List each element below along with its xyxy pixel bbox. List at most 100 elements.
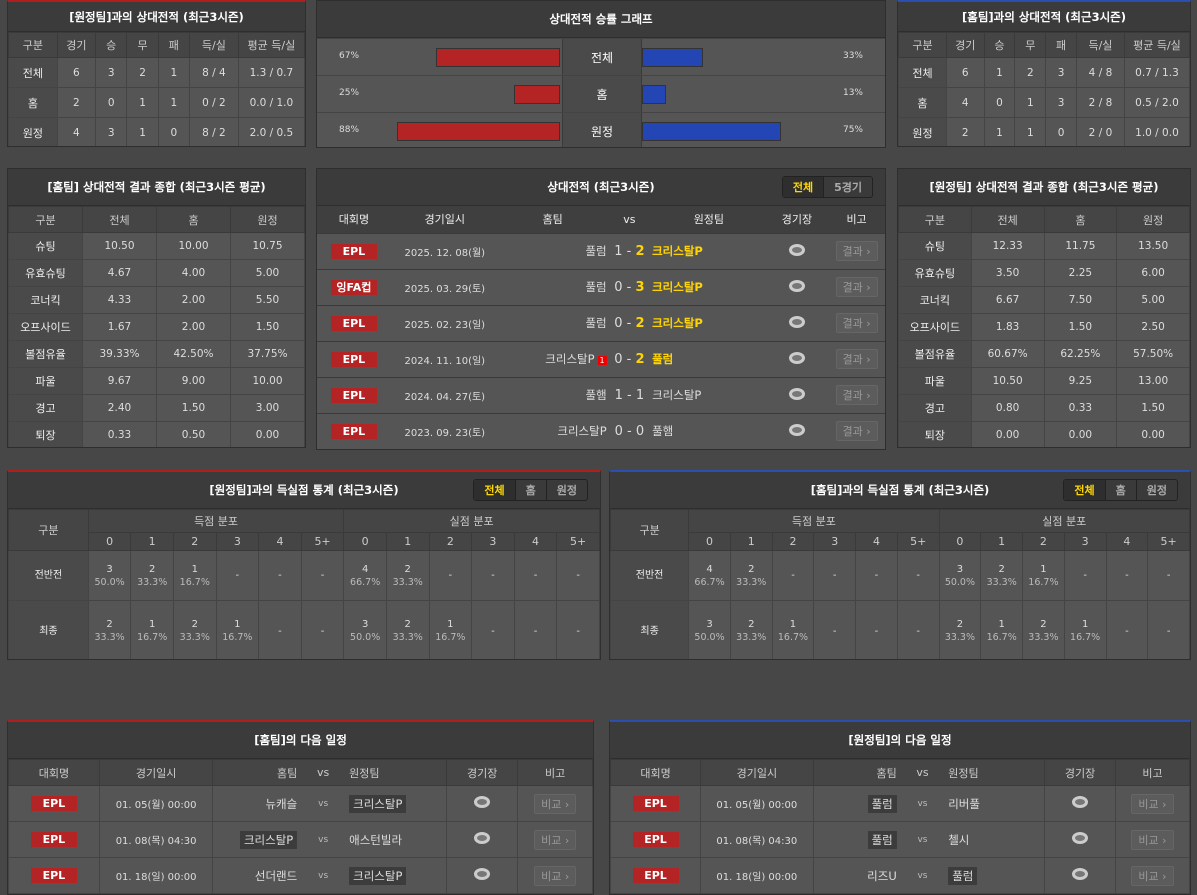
home-team[interactable]: 선더랜드 [254,868,298,883]
goals_away-header: [원정팀]과의 득실점 통계 (최근3시즌) 전체 홈 원정 [8,472,600,509]
result-button[interactable]: 결과 › [835,349,878,369]
cell-value: 9.00 [156,367,231,395]
match-row[interactable]: EPL 2025. 02. 23(일) 풀럼 0 - 2 크리스탈P 결과 › [317,304,885,341]
home-team[interactable]: 크리스탈P [545,352,595,366]
away-team-cell: 크리스탈P [349,857,447,894]
home-team[interactable]: 풀햄 [585,388,607,402]
vs-label: vs [896,857,949,894]
result-button[interactable]: 결과 › [835,385,878,405]
stadium-icon[interactable] [474,832,491,844]
goal-count-header: 1 [729,532,773,551]
fixture-row[interactable]: EPL 01. 08(목) 04:30 풀럼 vs 첼시 비교 › [610,821,1190,858]
away-team[interactable]: 크리스탈P [652,316,703,330]
toggle-전체[interactable]: 전체 [782,177,824,197]
compare-button[interactable]: 비교 › [1131,793,1174,814]
compare-button[interactable]: 비교 › [534,793,577,814]
home-team[interactable]: 풀럼 [585,244,607,258]
result-button[interactable]: 결과 › [835,313,878,333]
percent: 33.3% [94,632,125,643]
score-separator: - [622,423,636,439]
fixture-row[interactable]: EPL 01. 18(일) 00:00 선더랜드 vs 크리스탈P 비교 › [8,857,593,894]
home-team[interactable]: 크리스탈P [557,424,607,439]
stadium-icon[interactable] [788,423,805,436]
distribution-cell: - [771,550,815,601]
away-team[interactable]: 크리스탈P [349,794,407,813]
league-badge: EPL [632,832,679,847]
stadium-icon[interactable] [788,387,805,400]
compare-button[interactable]: 비교 › [1131,829,1174,850]
stadium-icon[interactable] [1072,868,1089,880]
compare-button[interactable]: 비교 › [534,865,577,886]
note-cell: 결과 › [828,376,885,413]
away-team[interactable]: 애스턴빌라 [349,832,403,847]
goal-count-header: 5+ [1147,532,1190,551]
away-team[interactable]: 리버풀 [948,796,980,811]
toggle-원정[interactable]: 원정 [545,480,587,500]
cell-value: 1.50 [1043,313,1118,341]
match-row[interactable]: 잉FA컵 2025. 03. 29(토) 풀럼 0 - 3 크리스탈P 결과 › [317,268,885,305]
stadium-icon[interactable] [1072,832,1089,844]
toggle-전체[interactable]: 전체 [474,480,515,500]
home-team-cell: 풀럼 [498,268,607,305]
away-bar [642,122,781,141]
toggle-5경기[interactable]: 5경기 [823,177,872,197]
stadium-icon[interactable] [788,351,805,364]
away-team[interactable]: 크리스탈P [349,866,407,885]
toggle-원정[interactable]: 원정 [1135,480,1177,500]
distribution-cell: - [1147,600,1190,659]
row-label: 전체 [562,39,642,75]
table-row sub: 최종 2 33.3% 1 16.7% 2 33.3% 1 16.7% - - 3 50.0% 2 33.3%… [8,600,600,659]
cell-value: 2.40 [82,394,157,422]
cell-value: 1.50 [230,313,305,341]
home-team[interactable]: 풀럼 [585,316,607,330]
fixture-row[interactable]: EPL 01. 05(월) 00:00 풀럼 vs 리버풀 비교 › [610,785,1190,822]
stadium-icon[interactable] [474,868,491,880]
percent: 33.3% [944,632,976,643]
result-button[interactable]: 결과 › [835,421,878,442]
fixture-row[interactable]: EPL 01. 08(목) 04:30 크리스탈P vs 애스턴빌라 비교 › [8,821,593,858]
stadium-icon[interactable] [788,279,805,292]
column-header: 경기일시 [390,206,499,233]
toggle-전체[interactable]: 전체 [1064,480,1105,500]
count: - [1125,625,1129,637]
home-team-cell: 풀햄 [498,376,607,413]
percent: 16.7% [1070,632,1101,643]
result-button[interactable]: 결과 › [835,277,878,297]
away-team[interactable]: 풀햄 [652,424,674,439]
home-team[interactable]: 크리스탈P [239,830,298,849]
away-team[interactable]: 크리스탈P [652,388,702,402]
match-row[interactable]: EPL 2025. 12. 08(월) 풀럼 1 - 2 크리스탈P 결과 › [317,232,885,269]
stadium-icon[interactable] [788,243,805,256]
count: - [491,570,495,581]
toggle-홈[interactable]: 홈 [1104,480,1136,500]
home-team[interactable]: 뉴캐슬 [265,796,298,811]
match-row[interactable]: EPL 2024. 11. 10(일) 크리스탈P 1 0 - 2 풀럼 결과 › [317,340,885,377]
compare-button[interactable]: 비교 › [534,829,577,850]
stadium-icon[interactable] [788,315,805,328]
count: 3 [106,563,113,575]
cell-value: 2.25 [1043,259,1118,287]
match-row[interactable]: EPL 2024. 04. 27(토) 풀햄 1 - 1 크리스탈P 결과 › [317,376,885,413]
fixture-row[interactable]: EPL 01. 05(월) 00:00 뉴캐슬 vs 크리스탈P 비교 › [8,785,593,822]
stadium-icon[interactable] [474,796,491,808]
cell-value: 3 [95,57,128,88]
compare-button[interactable]: 비교 › [1131,865,1174,886]
away-team[interactable]: 크리스탈P [652,244,703,258]
home-team[interactable]: 풀럼 [867,830,897,849]
scored-header: 득점 분포 [87,509,345,533]
home-team[interactable]: 리즈U [867,868,897,883]
away-team[interactable]: 첼시 [948,832,970,847]
away-team[interactable]: 풀럼 [652,352,674,366]
home-team[interactable]: 풀럼 [867,794,897,813]
away-team[interactable]: 크리스탈P [652,280,703,294]
row-label: 오프사이드 [8,313,83,341]
stadium-icon[interactable] [1072,796,1089,808]
away-team[interactable]: 풀럼 [948,866,978,885]
cell-value: 2 [126,57,159,88]
home-team[interactable]: 풀럼 [585,280,607,294]
toggle-홈[interactable]: 홈 [514,480,546,500]
result-button[interactable]: 결과 › [835,241,878,261]
fixture-row[interactable]: EPL 01. 18(일) 00:00 리즈U vs 풀럼 비교 › [610,857,1190,894]
match-row[interactable]: EPL 2023. 09. 23(토) 크리스탈P 0 - 0 풀햄 결과 › [317,412,885,449]
